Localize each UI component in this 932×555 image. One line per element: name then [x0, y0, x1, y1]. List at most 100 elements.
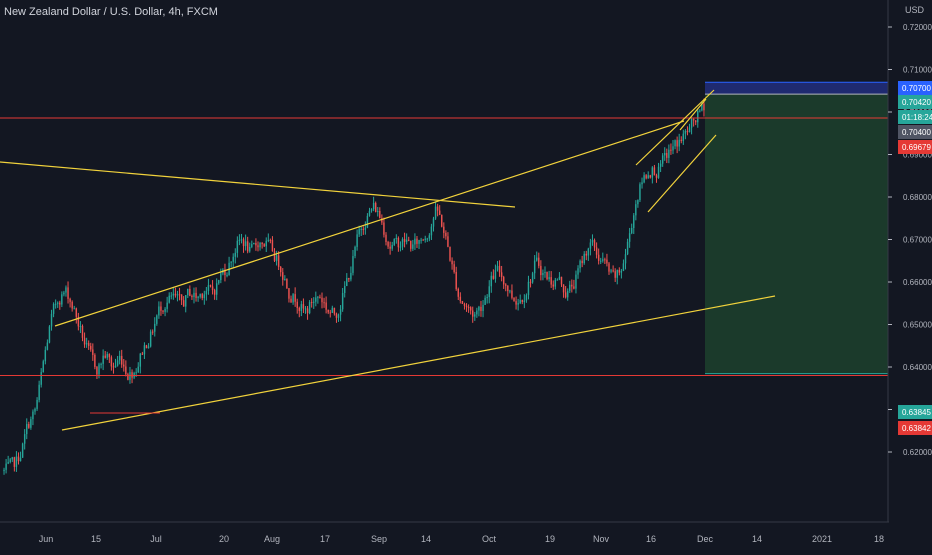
- price-label-bg: [898, 110, 932, 124]
- candle-body: [279, 266, 282, 273]
- time-tick-label: Sep: [371, 534, 387, 544]
- candle-body: [15, 456, 18, 467]
- candle-body: [234, 252, 237, 257]
- price-label: 01:18:24: [902, 113, 932, 122]
- candle-body: [215, 283, 218, 295]
- candle-body: [298, 308, 301, 311]
- candle-body: [59, 302, 61, 305]
- candle-body: [602, 259, 604, 261]
- candle-body: [168, 295, 170, 303]
- time-tick-label: Jun: [39, 534, 54, 544]
- candle-body: [374, 203, 377, 212]
- candle-body: [296, 301, 298, 309]
- candle-body: [432, 218, 435, 227]
- candle-body: [463, 303, 466, 306]
- candle-body: [56, 302, 59, 304]
- candle-body: [387, 242, 389, 247]
- trendline-4: [647, 134, 717, 213]
- time-tick-label: Aug: [264, 534, 280, 544]
- candle-body: [653, 167, 656, 176]
- candle-body: [585, 253, 588, 256]
- candle-body: [224, 269, 226, 276]
- candle-body: [352, 256, 354, 273]
- candle-body: [684, 130, 687, 134]
- candle-body: [176, 294, 179, 296]
- price-tick-label: 0.69000: [903, 151, 932, 160]
- candle-body: [135, 372, 137, 374]
- time-tick-label: 19: [545, 534, 555, 544]
- candle-body: [100, 363, 102, 365]
- candle-body: [610, 270, 612, 272]
- candle-body: [253, 242, 255, 245]
- candle-body: [154, 323, 156, 332]
- time-tick-label: 14: [752, 534, 762, 544]
- candle-body: [292, 294, 294, 303]
- candle-body: [238, 239, 241, 241]
- candle-body: [32, 411, 34, 420]
- candles: [3, 98, 705, 475]
- time-tick-label: 14: [421, 534, 431, 544]
- candle-body: [195, 292, 197, 298]
- candle-body: [319, 296, 321, 298]
- candle-body: [259, 242, 261, 248]
- candle-body: [515, 301, 517, 305]
- candle-body: [577, 268, 579, 275]
- trendline-2: [61, 295, 776, 431]
- candle-body: [211, 286, 214, 291]
- candle-body: [244, 241, 247, 247]
- candle-body: [538, 257, 540, 266]
- candle-body: [348, 278, 350, 280]
- candle-body: [659, 163, 662, 167]
- candle-body: [593, 240, 596, 248]
- candle-body: [230, 261, 232, 263]
- candle-body: [147, 346, 150, 349]
- candle-body: [649, 175, 652, 178]
- candle-body: [67, 287, 69, 299]
- candle-body: [688, 127, 691, 133]
- candle-body: [114, 365, 117, 368]
- price-tick-label: 0.71000: [903, 66, 932, 75]
- candle-body: [606, 259, 608, 264]
- candle-body: [30, 419, 32, 428]
- candle-body: [187, 288, 189, 296]
- candle-body: [52, 304, 55, 314]
- candle-body: [600, 260, 602, 262]
- candle-body: [383, 222, 385, 235]
- time-tick-label: 18: [874, 534, 884, 544]
- candle-body: [451, 260, 453, 265]
- candle-body: [595, 247, 598, 255]
- candle-body: [399, 246, 402, 248]
- candle-body: [323, 302, 325, 304]
- candle-body: [492, 275, 495, 279]
- candle-body: [232, 256, 234, 262]
- candle-body: [405, 239, 408, 242]
- candle-body: [507, 285, 509, 292]
- candle-body: [666, 152, 668, 158]
- candle-body: [614, 271, 616, 278]
- candle-body: [469, 307, 472, 311]
- candle-body: [426, 238, 429, 240]
- candle-body: [676, 140, 678, 147]
- candle-body: [269, 239, 272, 241]
- candle-body: [40, 372, 42, 385]
- candle-body: [145, 345, 148, 349]
- candle-body: [583, 253, 585, 264]
- candle-body: [552, 284, 554, 287]
- candle-body: [207, 285, 210, 291]
- candle-body: [129, 372, 131, 380]
- candle-body: [164, 308, 166, 312]
- price-tick-label: 0.62000: [903, 448, 932, 457]
- time-tick-label: Nov: [593, 534, 610, 544]
- candle-body: [628, 233, 631, 242]
- candle-body: [416, 238, 418, 244]
- candle-body: [310, 302, 313, 304]
- candle-body: [226, 275, 228, 277]
- time-tick-label: Oct: [482, 534, 497, 544]
- candle-body: [339, 309, 342, 315]
- candle-body: [44, 349, 47, 362]
- candle-body: [395, 237, 398, 239]
- price-tick-label: 0.66000: [903, 278, 932, 287]
- candle-body: [544, 272, 546, 274]
